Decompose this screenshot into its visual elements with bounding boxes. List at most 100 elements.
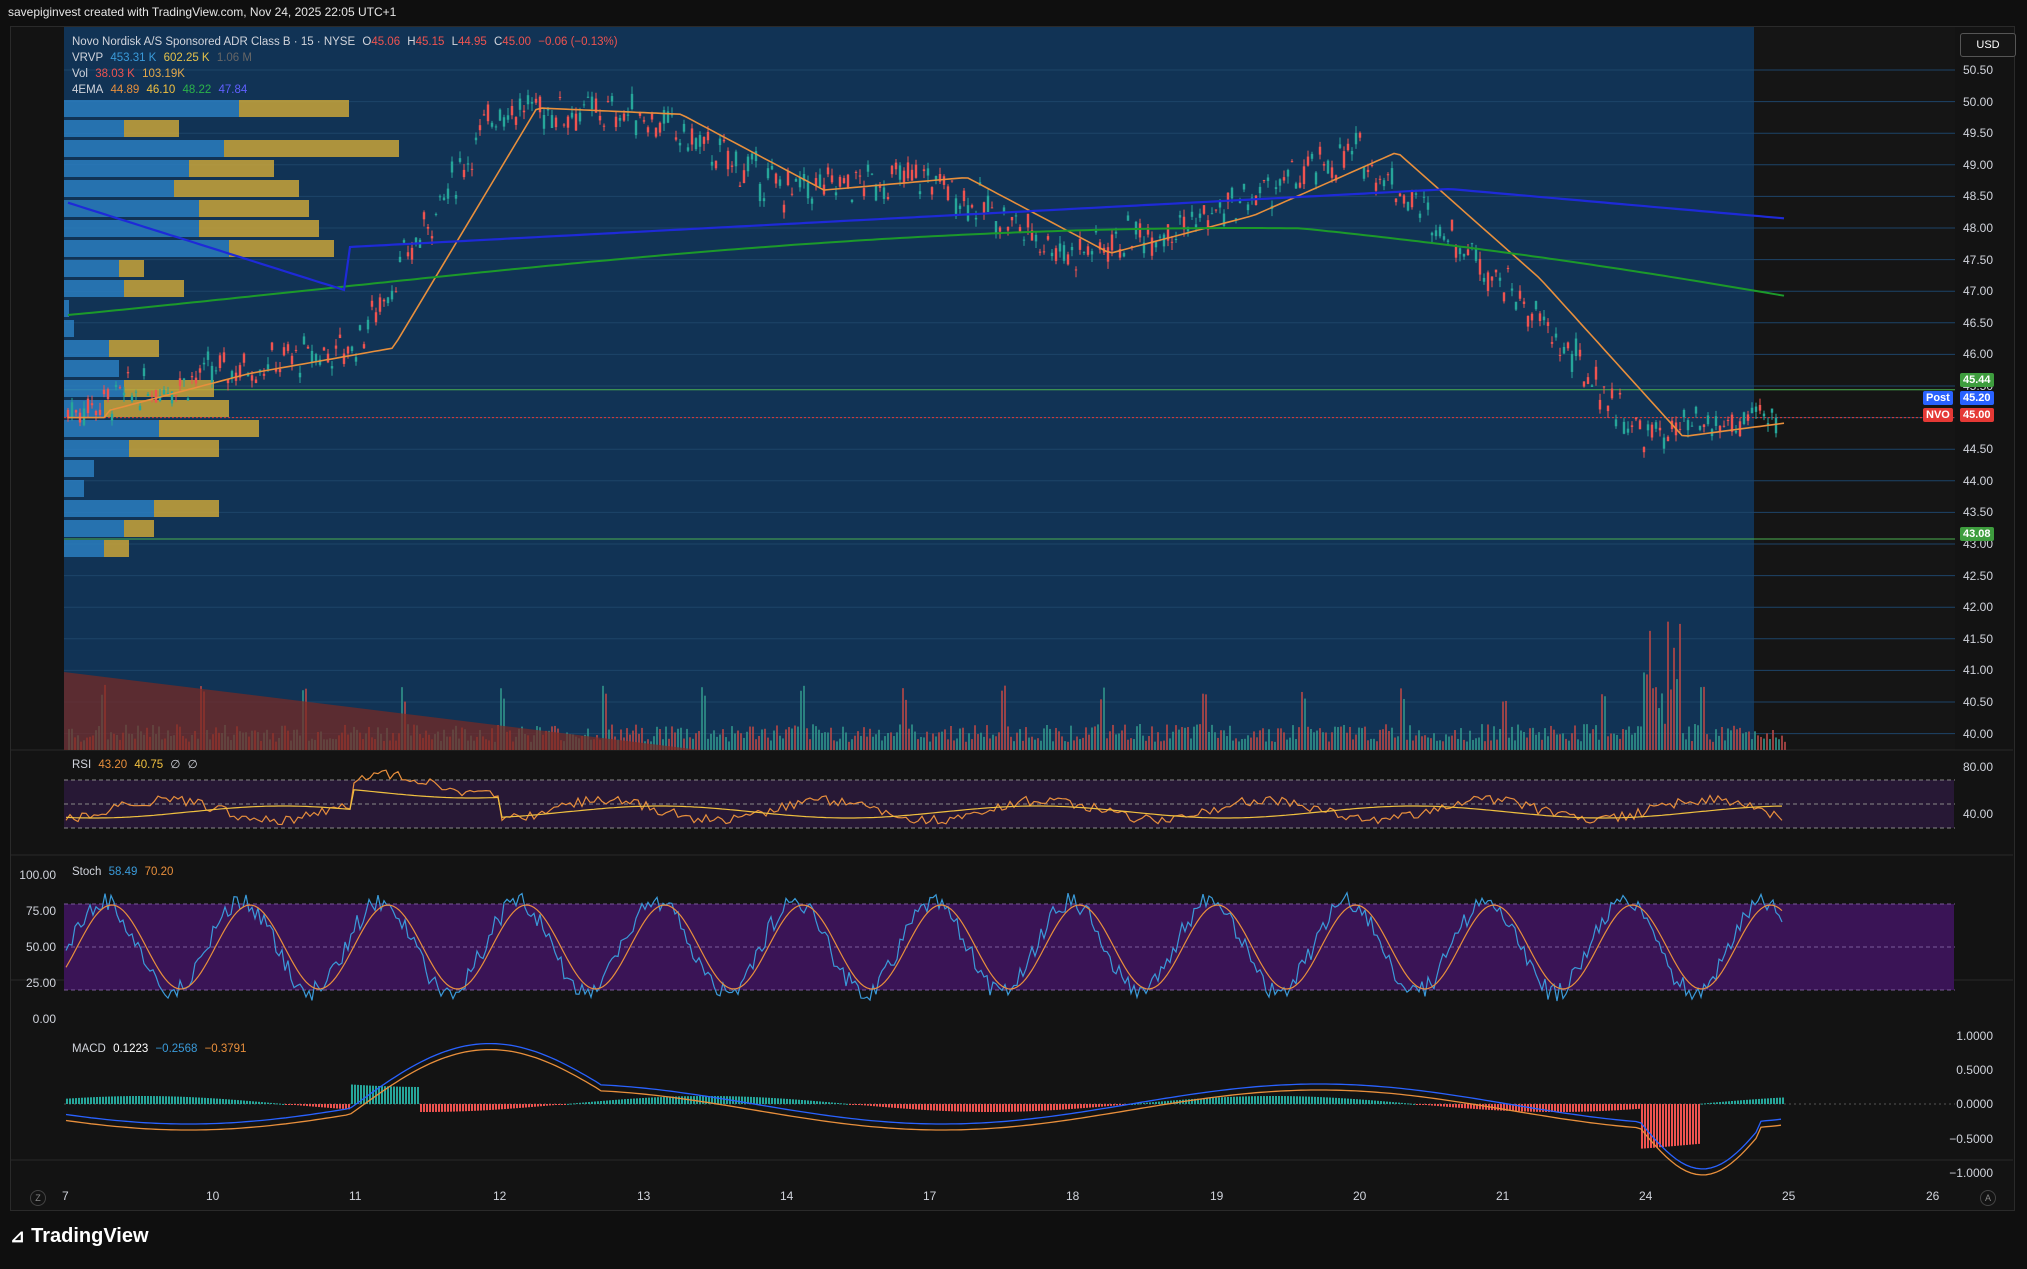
volume-bar: [764, 728, 766, 750]
macd-hist-bar: [1584, 1104, 1586, 1112]
macd-hist-bar: [1116, 1104, 1118, 1106]
macd-hist-bar: [624, 1099, 626, 1104]
candle-body: [1426, 202, 1430, 210]
macd-hist-bar: [1260, 1096, 1262, 1104]
candle-body: [1406, 202, 1410, 211]
macd-hist-bar: [276, 1103, 278, 1105]
macd-hist-bar: [1236, 1096, 1238, 1104]
candle-body: [1586, 377, 1590, 384]
macd-hist-bar: [1476, 1104, 1478, 1110]
candle-body: [1750, 407, 1754, 414]
volume-bar: [1001, 690, 1003, 750]
macd-hist-bar: [1068, 1104, 1070, 1110]
macd-hist-bar: [1656, 1104, 1658, 1148]
candle-body: [1142, 242, 1146, 254]
stoch-legend[interactable]: Stoch 58.49 70.20: [72, 864, 177, 880]
macd-hist-bar: [108, 1096, 110, 1104]
candle-body: [186, 398, 190, 401]
volume-bar: [863, 727, 865, 750]
macd-hist-bar: [1623, 1104, 1625, 1110]
candle-body: [462, 169, 466, 178]
macd-hist-bar: [1518, 1104, 1520, 1112]
macd-hist-bar: [993, 1104, 995, 1112]
volume-bar: [1781, 735, 1783, 750]
candle-body: [1166, 224, 1170, 241]
rsi-legend[interactable]: RSI 43.20 40.75 ∅ ∅: [72, 757, 202, 773]
macd-hist-bar: [177, 1096, 179, 1104]
candle-body: [1310, 153, 1314, 159]
macd-hist-bar: [1032, 1104, 1034, 1112]
zoom-corner-button[interactable]: Z: [30, 1190, 46, 1206]
candle-body: [642, 120, 646, 122]
volume-bar: [1415, 735, 1417, 750]
vrvp-legend[interactable]: VRVP 453.31 K 602.25 K 1.06 M: [72, 50, 256, 66]
macd-hist-bar: [1677, 1104, 1679, 1146]
macd-legend[interactable]: MACD 0.1223 −0.2568 −0.3791: [72, 1041, 250, 1057]
macd-hist-bar: [708, 1096, 710, 1104]
volume-bar: [920, 736, 922, 750]
candle-body: [666, 111, 670, 123]
volume-profile-down-bar: [224, 140, 399, 157]
macd-hist-bar: [966, 1104, 968, 1112]
macd-hist-bar: [333, 1104, 335, 1109]
macd-hist-bar: [1191, 1099, 1193, 1104]
macd-hist-bar: [411, 1086, 413, 1104]
macd-hist-bar: [237, 1100, 239, 1104]
macd-hist-bar: [120, 1096, 122, 1104]
volume-bar: [1034, 739, 1036, 750]
macd-hist-bar: [717, 1096, 719, 1104]
macd-hist-bar: [1740, 1100, 1742, 1104]
macd-hist-bar: [702, 1096, 704, 1104]
time-axis-label: 26: [1926, 1189, 1940, 1203]
auto-scale-button[interactable]: A: [1980, 1190, 1996, 1206]
volume-bar: [1280, 728, 1282, 750]
macd-hist-bar: [525, 1104, 527, 1108]
volume-bar: [896, 732, 898, 750]
candle-body: [302, 336, 306, 345]
time-axis-label: 25: [1782, 1189, 1796, 1203]
candle-body: [934, 175, 938, 180]
macd-hist-bar: [942, 1104, 944, 1111]
candle-body: [594, 98, 598, 113]
volume-bar: [1274, 741, 1276, 750]
candle-body: [650, 113, 654, 120]
macd-hist-bar: [1221, 1097, 1223, 1104]
macd-hist-bar: [1629, 1104, 1631, 1110]
candle-body: [798, 177, 802, 188]
macd-hist-bar: [1698, 1104, 1700, 1144]
macd-hist-bar: [210, 1098, 212, 1104]
candle-body: [1138, 223, 1142, 238]
macd-hist-bar: [1284, 1096, 1286, 1104]
macd-hist-bar: [390, 1086, 392, 1104]
volume-bar: [1640, 726, 1642, 750]
macd-hist-bar: [1008, 1104, 1010, 1112]
volume-bar: [1310, 728, 1312, 750]
candle-body: [1694, 406, 1698, 414]
vol-legend[interactable]: Vol 38.03 K 103.19K: [72, 66, 189, 82]
macd-hist-bar: [744, 1096, 746, 1104]
candle-body: [278, 369, 282, 373]
macd-hist-bar: [246, 1100, 248, 1104]
macd-hist-bar: [228, 1099, 230, 1104]
macd-hist-bar: [555, 1104, 557, 1105]
candle-body: [1090, 251, 1094, 255]
macd-hist-bar: [207, 1098, 209, 1104]
stoch-axis-label: 75.00: [25, 904, 56, 918]
candle-body: [690, 128, 694, 145]
volume-bar: [1202, 693, 1204, 750]
macd-hist-bar: [1233, 1096, 1235, 1104]
candle-body: [286, 344, 290, 351]
volume-bar: [1340, 726, 1342, 750]
candle-body: [746, 156, 750, 172]
volume-bar: [653, 736, 655, 750]
currency-button[interactable]: USD: [1960, 33, 2016, 57]
candle-body: [1302, 166, 1306, 185]
ema-legend[interactable]: 4EMA 44.89 46.10 48.22 47.84: [72, 82, 251, 98]
macd-signal-line: [65, 1048, 1782, 1176]
candle-body: [538, 96, 542, 113]
volume-bar: [734, 733, 736, 750]
candle-body: [1578, 349, 1582, 357]
tradingview-logo: ⊿ TradingView: [10, 1225, 149, 1248]
macd-hist-bar: [1422, 1104, 1424, 1105]
